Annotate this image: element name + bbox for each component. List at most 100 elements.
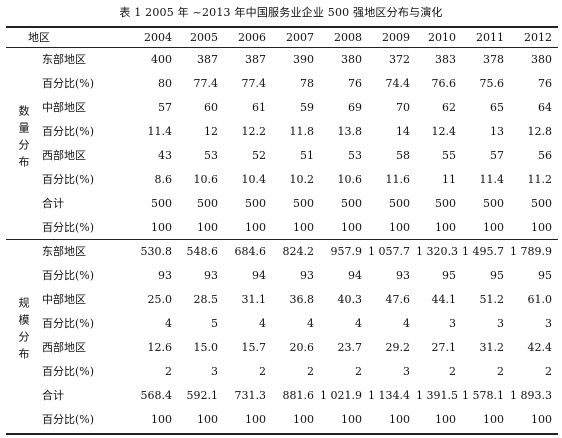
value-cell: 387 <box>245 52 266 66</box>
row-label: 中部地区 <box>42 293 86 306</box>
year-header: 2009 <box>382 30 410 44</box>
value-cell: 14 <box>396 124 410 138</box>
value-cell: 500 <box>245 196 266 210</box>
row-label: 西部地区 <box>42 341 86 354</box>
value-cell: 1 057.7 <box>368 244 410 258</box>
row-label: 合计 <box>42 389 64 402</box>
value-cell: 12.2 <box>241 124 267 138</box>
top-rule <box>6 26 558 28</box>
value-cell: 1 320.3 <box>416 244 458 258</box>
value-cell: 93 <box>396 268 410 282</box>
row-label: 西部地区 <box>42 149 86 162</box>
value-cell: 100 <box>435 220 456 234</box>
value-cell: 43 <box>158 148 172 162</box>
value-cell: 93 <box>300 268 314 282</box>
value-cell: 15.7 <box>241 340 267 354</box>
value-cell: 47.6 <box>385 292 411 306</box>
row-label: 东部地区 <box>42 53 86 66</box>
value-cell: 2 <box>449 364 456 378</box>
row-label: 百分比(%) <box>42 365 95 378</box>
value-cell: 28.5 <box>193 292 219 306</box>
value-cell: 2 <box>497 364 504 378</box>
value-cell: 51.2 <box>479 292 505 306</box>
table-row: 西部地区 43 53 52 51 53 58 55 57 56 <box>6 143 558 167</box>
bottom-rule <box>6 433 558 435</box>
value-cell: 10.6 <box>193 172 219 186</box>
value-cell: 56 <box>538 148 552 162</box>
value-cell: 11.2 <box>527 172 553 186</box>
value-cell: 11.4 <box>479 172 505 186</box>
value-cell: 3 <box>449 316 456 330</box>
value-cell: 11.6 <box>385 172 411 186</box>
value-cell: 12.4 <box>431 124 457 138</box>
value-cell: 10.2 <box>289 172 315 186</box>
value-cell: 400 <box>151 52 172 66</box>
table-row: 百分比(%) 80 77.4 77.4 78 76 74.4 76.6 75.6 76 <box>6 71 558 95</box>
row-label: 百分比(%) <box>42 317 95 330</box>
header-rule <box>6 47 558 48</box>
table-row: 百分比(%) 11.4 12 12.2 11.8 13.8 14 12.4 13 12.8 <box>6 119 558 143</box>
value-cell: 500 <box>435 196 456 210</box>
value-cell: 4 <box>355 316 362 330</box>
value-cell: 12.8 <box>527 124 553 138</box>
value-cell: 53 <box>204 148 218 162</box>
table-row: 百分比(%) 2 3 2 2 2 3 2 2 2 <box>6 359 558 383</box>
year-header: 2006 <box>238 30 266 44</box>
value-cell: 31.1 <box>241 292 267 306</box>
value-cell: 29.2 <box>385 340 411 354</box>
table-row: 数量分布 东部地区 400 387 387 390 380 372 383 378 380 <box>6 47 558 174</box>
row-label: 百分比(%) <box>42 173 95 186</box>
value-cell: 58 <box>396 148 410 162</box>
value-cell: 881.6 <box>282 388 315 402</box>
value-cell: 11.8 <box>289 124 315 138</box>
value-cell: 12.6 <box>147 340 173 354</box>
year-header: 2012 <box>524 30 552 44</box>
value-cell: 77.4 <box>241 76 267 90</box>
table-row: 合计 568.4 592.1 731.3 881.6 1 021.9 1 134.4 1 39… <box>6 383 558 407</box>
value-cell: 4 <box>307 316 314 330</box>
value-cell: 3 <box>545 316 552 330</box>
value-cell: 100 <box>389 220 410 234</box>
row-label: 东部地区 <box>42 245 86 258</box>
row-label: 百分比(%) <box>42 125 95 138</box>
header-row: 地区 2004 2005 2006 2007 2008 2009 2010 20… <box>6 27 558 47</box>
value-cell: 77.4 <box>193 76 219 90</box>
value-cell: 36.8 <box>289 292 315 306</box>
value-cell: 8.6 <box>154 172 173 186</box>
row-label: 百分比(%) <box>42 269 95 282</box>
year-header: 2005 <box>190 30 218 44</box>
value-cell: 76 <box>538 76 552 90</box>
table-row: 百分比(%) 4 5 4 4 4 4 3 3 3 <box>6 311 558 335</box>
table-row: 西部地区 12.6 15.0 15.7 20.6 23.7 29.2 27.1 31.2 42.4 <box>6 335 558 359</box>
value-cell: 3 <box>497 316 504 330</box>
group-label: 规模分布 <box>17 297 30 365</box>
value-cell: 731.3 <box>234 388 267 402</box>
year-header: 2008 <box>334 30 362 44</box>
value-cell: 100 <box>531 412 552 426</box>
value-cell: 55 <box>442 148 456 162</box>
value-cell: 1 789.9 <box>510 244 552 258</box>
value-cell: 93 <box>158 268 172 282</box>
value-cell: 383 <box>435 52 456 66</box>
group-label-cell: 数量分布 <box>6 47 40 239</box>
value-cell: 94 <box>348 268 362 282</box>
value-cell: 76 <box>348 76 362 90</box>
value-cell: 100 <box>341 412 362 426</box>
value-cell: 100 <box>483 220 504 234</box>
value-cell: 95 <box>490 268 504 282</box>
year-header: 2007 <box>286 30 314 44</box>
value-cell: 78 <box>300 76 314 90</box>
value-cell: 390 <box>293 52 314 66</box>
value-cell: 100 <box>341 220 362 234</box>
value-cell: 4 <box>403 316 410 330</box>
value-cell: 100 <box>531 220 552 234</box>
value-cell: 11 <box>442 172 456 186</box>
table-caption: 表 1 2005 年 ~2013 年中国服务业企业 500 强地区分布与演化 <box>119 6 443 19</box>
value-cell: 64 <box>538 100 552 114</box>
value-cell: 1 495.7 <box>462 244 504 258</box>
value-cell: 57 <box>158 100 172 114</box>
value-cell: 11.4 <box>147 124 173 138</box>
value-cell: 100 <box>293 220 314 234</box>
value-cell: 2 <box>165 364 172 378</box>
year-header: 2004 <box>144 30 172 44</box>
